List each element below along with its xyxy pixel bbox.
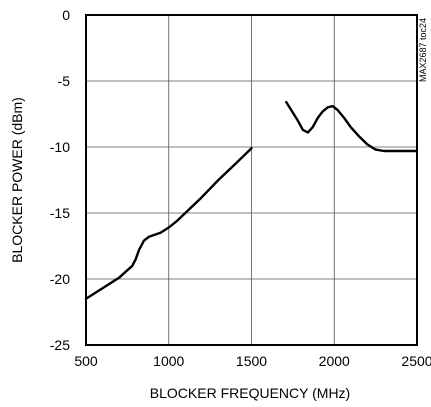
y-tick-label: -5 [58,73,71,89]
grid-lines [86,15,417,345]
x-tick-label: 500 [74,353,98,369]
y-tick-label: -25 [50,337,70,353]
x-tick-labels: 500 1000 1500 2000 2500 [74,353,431,369]
series-line-2 [285,100,419,153]
x-tick-label: 2000 [319,353,350,369]
plot-frame [85,14,418,346]
y-tick-label: -20 [50,271,70,287]
figure-code-mark: MAX2687 toc24 [418,18,428,82]
y-tick-label: 0 [62,7,70,23]
x-axis-label: BLOCKER FREQUENCY (MHz) [150,385,350,401]
x-tick-label: 2500 [401,353,431,369]
series-layer [84,100,419,300]
x-tick-label: 1000 [153,353,184,369]
y-tick-label: -10 [50,139,70,155]
series-line-1 [84,147,253,300]
x-tick-label: 1500 [236,353,267,369]
y-tick-label: -15 [50,205,70,221]
y-tick-labels: 0 -5 -10 -15 -20 -25 [50,7,70,353]
y-axis-label: BLOCKER POWER (dBm) [9,97,25,263]
